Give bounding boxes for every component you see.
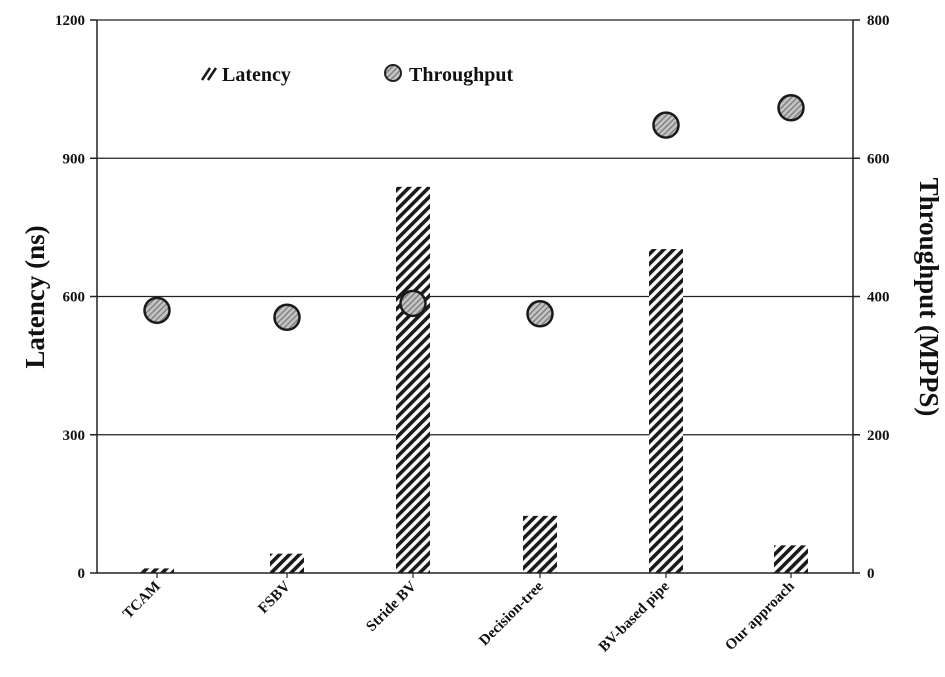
latency-bar: [774, 545, 808, 573]
gridlines: [97, 19, 853, 436]
throughput-markers: [143, 94, 805, 331]
y2-tick-label: 200: [867, 428, 890, 444]
legend-latency-swatch: [200, 67, 218, 81]
latency-bar: [270, 553, 304, 573]
y-axis-title: Latency (ns): [20, 225, 50, 368]
category-labels: TCAM FSBV Stride BV Decision-tree BV-based p…: [120, 573, 798, 655]
throughput-point: [399, 289, 427, 318]
y-tick-label: 300: [63, 428, 86, 444]
y-tick-label: 0: [78, 566, 86, 582]
latency-bar: [396, 186, 430, 574]
category-label: TCAM: [120, 579, 164, 623]
y2-tick-label: 400: [867, 290, 890, 306]
legend: Latency Throughput: [200, 64, 513, 86]
y2-tick-label: 800: [867, 13, 890, 29]
latency-bar: [140, 568, 174, 573]
throughput-point: [777, 94, 805, 122]
legend-throughput-label: Throughput: [409, 64, 513, 86]
category-label: BV-based pipe: [596, 578, 673, 655]
y2-tick-label: 600: [867, 151, 890, 167]
y2-axis-title: Throughput (MPPS): [914, 178, 944, 417]
category-label: Stride BV: [363, 578, 420, 635]
legend-throughput-swatch: [384, 64, 402, 82]
throughput-point: [273, 303, 301, 331]
y-tick-label: 600: [63, 290, 86, 306]
y2-tick-label: 0: [867, 566, 875, 582]
throughput-point: [652, 111, 680, 139]
throughput-point: [143, 296, 171, 325]
latency-bar: [523, 515, 557, 573]
y-tick-label: 1200: [55, 13, 85, 29]
throughput-point: [526, 300, 554, 328]
category-label: Our approach: [722, 578, 798, 654]
axis-ticks: 0 300 600 900 1200 0 200 400 600 800: [55, 13, 890, 582]
category-label: Decision-tree: [476, 578, 547, 649]
latency-bar: [649, 249, 683, 573]
legend-latency-label: Latency: [222, 64, 291, 86]
y-tick-label: 900: [63, 151, 86, 167]
latency-bars: [140, 186, 808, 574]
category-label: FSBV: [255, 578, 294, 617]
